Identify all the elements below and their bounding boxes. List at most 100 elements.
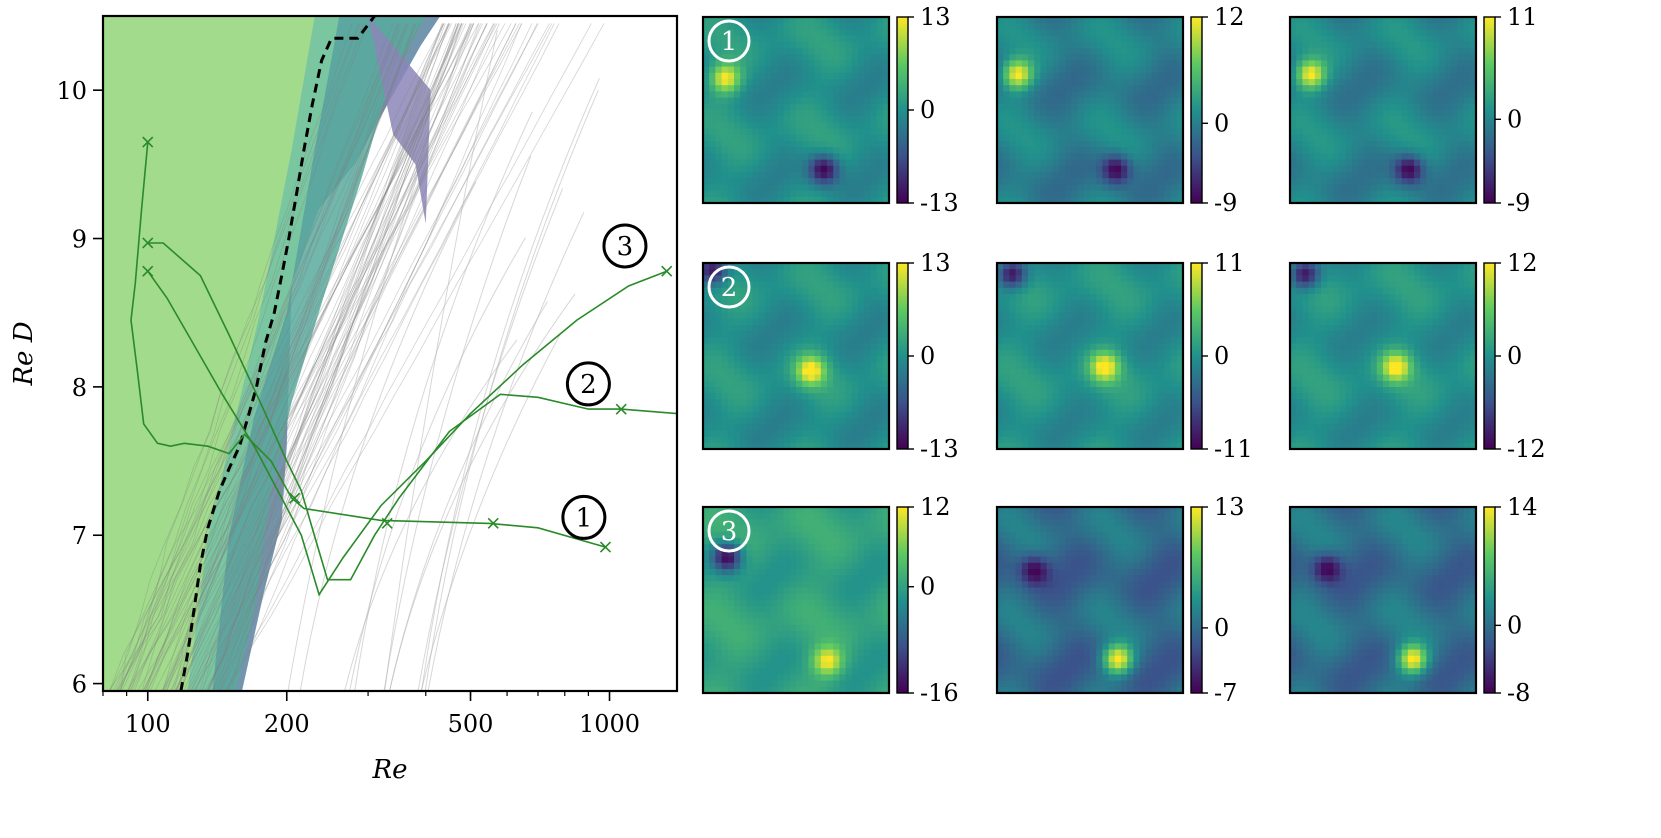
heatmap-cell xyxy=(734,337,741,345)
heatmap-cell xyxy=(777,380,785,388)
heatmap-cell xyxy=(1052,110,1060,117)
heatmap-cell xyxy=(870,263,878,270)
colorbar-tick-label: 13 xyxy=(920,249,951,277)
heatmap-cell xyxy=(1401,300,1409,307)
heatmap-cell xyxy=(1308,153,1316,161)
heatmap-cell xyxy=(1364,103,1372,111)
heatmap-cell xyxy=(765,48,772,55)
heatmap-cell xyxy=(752,72,760,80)
heatmap-cell xyxy=(1358,35,1365,43)
heatmap-cell xyxy=(1345,66,1353,74)
heatmap-cell xyxy=(1052,436,1060,444)
heatmap-cell xyxy=(703,436,710,444)
heatmap-cell xyxy=(876,122,884,130)
heatmap-cell xyxy=(1145,35,1153,43)
heatmap-cell xyxy=(796,269,803,276)
heatmap-cell xyxy=(839,178,847,185)
heatmap-cell xyxy=(1339,103,1347,111)
heatmap-cell xyxy=(1133,134,1141,142)
background-line xyxy=(161,23,449,691)
heatmap-cell xyxy=(740,294,747,301)
heatmap-cell xyxy=(1469,153,1477,161)
heatmap-cell xyxy=(758,103,766,111)
heatmap-cell xyxy=(1420,97,1427,105)
background-line xyxy=(170,23,407,691)
heatmap-cell xyxy=(1308,263,1316,270)
heatmap-cell xyxy=(1052,393,1060,400)
heatmap-cell xyxy=(1457,134,1465,142)
heatmap-cell xyxy=(1065,178,1072,185)
heatmap-cell xyxy=(1314,141,1322,148)
heatmap-cell xyxy=(1096,72,1103,80)
heatmap-cell xyxy=(1139,54,1147,61)
heatmap-cell xyxy=(851,66,859,74)
heatmap-cell xyxy=(715,405,723,413)
heatmap-cell xyxy=(1015,85,1023,92)
heatmap-cell xyxy=(858,275,865,283)
heatmap-cell xyxy=(1333,196,1341,204)
heatmap-cell xyxy=(709,281,716,289)
heatmap-cell xyxy=(783,159,791,167)
heatmap-cell xyxy=(833,72,840,80)
heatmap-cell xyxy=(1395,110,1403,117)
heatmap-cell xyxy=(827,147,834,154)
heatmap-cell xyxy=(789,60,797,68)
heatmap-cell xyxy=(1302,23,1310,30)
heatmap-cell xyxy=(808,294,816,301)
heatmap-cell xyxy=(1426,91,1434,99)
heatmap-cell xyxy=(851,184,859,192)
heatmap-cell xyxy=(1071,128,1079,136)
heatmap-cell xyxy=(796,436,803,444)
heatmap-cell xyxy=(1127,275,1134,283)
heatmap-cell xyxy=(820,263,828,270)
heatmap-cell xyxy=(808,128,816,136)
heatmap-cell xyxy=(740,190,747,198)
heatmap-cell xyxy=(1389,134,1396,142)
heatmap-cell xyxy=(1358,48,1365,55)
heatmap-cell xyxy=(827,122,834,130)
heatmap-cell xyxy=(1059,418,1066,425)
heatmap-cell xyxy=(997,343,1004,351)
heatmap-cell xyxy=(1451,141,1458,148)
heatmap-cell xyxy=(734,91,741,99)
heatmap-cell xyxy=(814,325,822,332)
heatmap-cell xyxy=(1339,287,1347,295)
heatmap-cell xyxy=(1009,343,1017,351)
heatmap-cell xyxy=(740,54,747,61)
heatmap-cell xyxy=(858,362,865,369)
heatmap-cell xyxy=(1389,190,1396,198)
heatmap-cell xyxy=(1015,436,1023,444)
heatmap-cell xyxy=(1127,349,1134,357)
heatmap-cell xyxy=(1096,172,1103,179)
heatmap-cell xyxy=(746,116,754,123)
heatmap-cell xyxy=(721,343,729,351)
heatmap-cell xyxy=(796,380,803,388)
heatmap-cell xyxy=(845,54,853,61)
heatmap-cell xyxy=(1052,331,1060,338)
heatmap-cell xyxy=(771,141,778,148)
heatmap-cell xyxy=(1071,141,1079,148)
heatmap-cell xyxy=(1176,374,1184,382)
heatmap-cell xyxy=(1296,35,1303,43)
heatmap-cell xyxy=(808,430,816,438)
heatmap-cell xyxy=(796,287,803,295)
heatmap-cell xyxy=(820,442,828,450)
heatmap-cell xyxy=(1065,29,1072,37)
heatmap-cell xyxy=(1420,294,1427,301)
heatmap-cell xyxy=(997,424,1004,431)
heatmap-cell xyxy=(1383,172,1390,179)
heatmap-cell xyxy=(771,159,778,167)
heatmap-cell xyxy=(715,110,723,117)
heatmap-cell xyxy=(1463,269,1471,276)
heatmap-cell xyxy=(1290,269,1297,276)
heatmap-cell xyxy=(1152,23,1159,30)
heatmap-cell xyxy=(1121,66,1128,74)
heatmap-cell xyxy=(1327,79,1334,86)
heatmap-cell xyxy=(1133,405,1141,413)
heatmap-panel: 110-11 xyxy=(995,249,1253,463)
heatmap-cell xyxy=(721,368,729,376)
heatmap-cell xyxy=(740,263,747,270)
heatmap-cell xyxy=(851,91,859,99)
heatmap-cell xyxy=(752,91,760,99)
heatmap-cell xyxy=(1290,141,1297,148)
